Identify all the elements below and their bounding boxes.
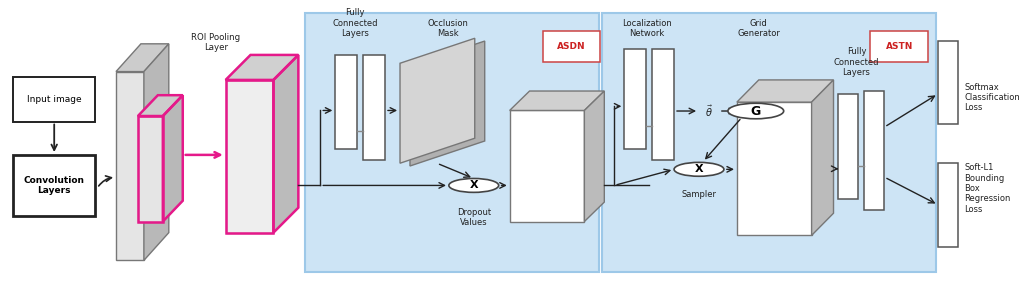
Polygon shape bbox=[138, 95, 183, 116]
Bar bbox=[839, 94, 858, 199]
Polygon shape bbox=[584, 91, 604, 222]
Text: Softmax
Classification
Loss: Softmax Classification Loss bbox=[964, 83, 1020, 112]
Polygon shape bbox=[737, 102, 811, 235]
Polygon shape bbox=[116, 44, 169, 72]
Circle shape bbox=[449, 178, 499, 192]
Text: Fully
Connected
Layers: Fully Connected Layers bbox=[834, 47, 879, 77]
Bar bbox=[624, 49, 647, 149]
Text: Convolution
Layers: Convolution Layers bbox=[24, 176, 84, 195]
Text: ASTN: ASTN bbox=[885, 42, 913, 51]
Bar bbox=[363, 55, 386, 160]
Polygon shape bbox=[811, 80, 834, 235]
Text: ASDN: ASDN bbox=[557, 42, 586, 51]
Bar bbox=[305, 13, 599, 272]
Polygon shape bbox=[162, 95, 183, 222]
Text: X: X bbox=[470, 180, 478, 191]
Polygon shape bbox=[225, 80, 273, 233]
Polygon shape bbox=[144, 44, 169, 260]
Bar bbox=[939, 163, 958, 247]
Bar bbox=[865, 91, 884, 210]
Text: Soft-L1
Bounding
Box
Regression
Loss: Soft-L1 Bounding Box Regression Loss bbox=[964, 163, 1011, 214]
Bar bbox=[13, 77, 95, 122]
Polygon shape bbox=[400, 38, 475, 163]
Text: Input image: Input image bbox=[27, 95, 81, 104]
Text: Grid
Generator: Grid Generator bbox=[737, 19, 780, 38]
Text: Fully
Connected
Layers: Fully Connected Layers bbox=[332, 9, 378, 38]
Bar bbox=[602, 13, 937, 272]
FancyBboxPatch shape bbox=[871, 31, 928, 62]
FancyBboxPatch shape bbox=[543, 31, 600, 62]
Text: Occlusion
Mask: Occlusion Mask bbox=[428, 19, 469, 38]
Polygon shape bbox=[116, 72, 144, 260]
Polygon shape bbox=[510, 110, 584, 222]
Polygon shape bbox=[273, 55, 298, 233]
Circle shape bbox=[728, 103, 783, 119]
Bar bbox=[13, 155, 95, 216]
Bar bbox=[939, 41, 958, 124]
Bar bbox=[335, 55, 357, 149]
Text: G: G bbox=[750, 105, 761, 118]
Text: X: X bbox=[695, 164, 703, 174]
Text: Dropout
Values: Dropout Values bbox=[456, 208, 490, 227]
Polygon shape bbox=[737, 80, 834, 102]
Text: ROI Pooling
Layer: ROI Pooling Layer bbox=[191, 33, 241, 52]
Polygon shape bbox=[410, 41, 485, 166]
Circle shape bbox=[674, 162, 724, 176]
Polygon shape bbox=[510, 91, 604, 110]
Polygon shape bbox=[225, 55, 298, 80]
Text: Sampler: Sampler bbox=[682, 190, 717, 199]
Polygon shape bbox=[138, 116, 162, 222]
Text: $\vec{\theta}$: $\vec{\theta}$ bbox=[705, 103, 712, 119]
Bar bbox=[652, 49, 674, 160]
Text: Localization
Network: Localization Network bbox=[622, 19, 672, 38]
